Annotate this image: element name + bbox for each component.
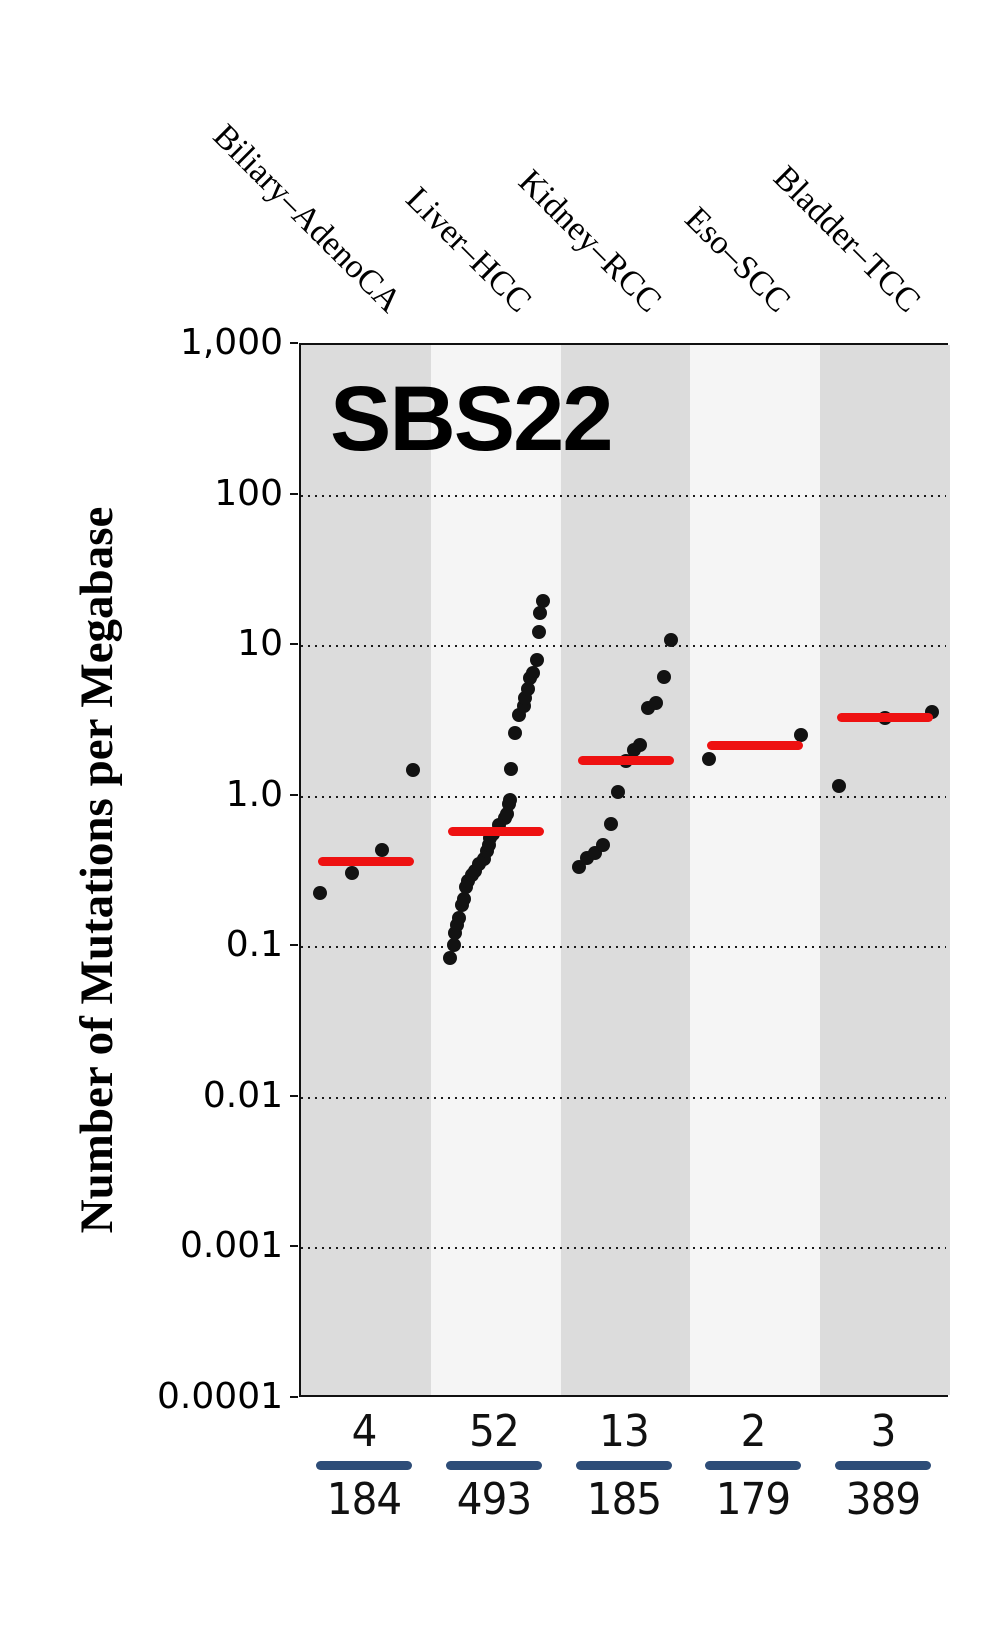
decade-gridline: [301, 795, 946, 798]
data-point: [456, 891, 471, 906]
plot-title: SBS22: [330, 368, 613, 470]
data-point: [503, 761, 518, 776]
y-tick-label: 10: [237, 623, 283, 665]
samples-total-count: 179: [716, 1474, 791, 1525]
data-point: [442, 950, 457, 965]
data-point: [632, 738, 647, 753]
fraction-bar: [575, 1461, 672, 1470]
data-point: [344, 866, 359, 881]
median-line: [707, 741, 804, 751]
median-line: [447, 826, 544, 836]
data-point: [502, 793, 517, 808]
cohort-band: [301, 345, 431, 1395]
decade-gridline: [301, 645, 946, 648]
plot-area: SBS22: [299, 343, 950, 1397]
data-point: [595, 837, 610, 852]
decade-gridline: [301, 1247, 946, 1250]
y-axis-title: Number of Mutations per Megabase: [71, 506, 123, 1234]
decade-gridline: [301, 1096, 946, 1099]
y-tick-mark: [290, 944, 298, 947]
data-point: [657, 670, 672, 685]
samples-with-signature-count: 52: [468, 1406, 520, 1457]
data-point: [702, 752, 717, 766]
data-point: [520, 681, 535, 696]
samples-total-count: 184: [326, 1474, 402, 1525]
fraction-bar: [835, 1461, 932, 1470]
data-point: [525, 666, 540, 681]
data-point: [832, 778, 847, 793]
samples-total-count: 493: [456, 1474, 531, 1525]
data-point: [446, 938, 461, 953]
y-tick-mark: [290, 342, 298, 344]
data-point: [571, 860, 586, 875]
y-tick-mark: [290, 1395, 298, 1398]
data-point: [649, 695, 664, 710]
cohort-band: [690, 345, 821, 1395]
fraction-bar: [705, 1461, 802, 1470]
median-line: [577, 756, 674, 766]
data-point: [374, 842, 389, 857]
y-tick-label: 0.001: [179, 1225, 283, 1267]
samples-with-signature-count: 2: [740, 1406, 767, 1457]
fraction-bar: [315, 1461, 412, 1470]
data-point: [794, 727, 809, 742]
data-point: [531, 625, 546, 640]
y-tick-mark: [290, 1245, 298, 1248]
decade-gridline: [301, 946, 946, 949]
fraction-bar: [445, 1461, 542, 1470]
samples-with-signature-count: 4: [351, 1406, 377, 1457]
data-point: [312, 885, 327, 900]
cohort-band: [820, 345, 950, 1395]
samples-total-count: 185: [586, 1474, 661, 1525]
y-tick-label: 0.0001: [157, 1375, 283, 1417]
y-tick-label: 100: [214, 472, 283, 514]
y-tick-label: 1,000: [179, 322, 283, 363]
data-point: [535, 593, 550, 608]
data-point: [532, 606, 547, 621]
data-point: [405, 763, 420, 778]
y-tick-mark: [290, 793, 298, 796]
median-line: [837, 713, 934, 723]
y-tick-label: 0.01: [202, 1074, 283, 1116]
data-point: [529, 652, 544, 667]
samples-with-signature-count: 3: [870, 1406, 897, 1457]
data-point: [507, 726, 522, 741]
samples-with-signature-count: 13: [598, 1406, 650, 1457]
y-tick-label: 0.1: [225, 924, 283, 966]
decade-gridline: [301, 494, 946, 497]
data-point: [451, 911, 466, 926]
median-line: [317, 857, 414, 867]
y-tick-mark: [290, 1094, 298, 1097]
y-tick-mark: [290, 643, 298, 646]
data-point: [611, 784, 626, 799]
samples-total-count: 389: [845, 1474, 921, 1525]
data-point: [603, 816, 618, 831]
y-tick-label: 1.0: [225, 773, 283, 815]
cohort-band: [430, 345, 561, 1395]
y-tick-mark: [290, 492, 298, 495]
data-point: [664, 632, 679, 647]
